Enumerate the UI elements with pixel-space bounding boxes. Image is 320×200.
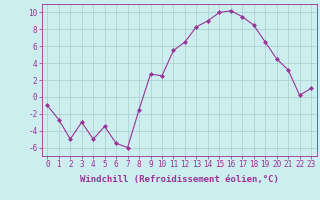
X-axis label: Windchill (Refroidissement éolien,°C): Windchill (Refroidissement éolien,°C) bbox=[80, 175, 279, 184]
